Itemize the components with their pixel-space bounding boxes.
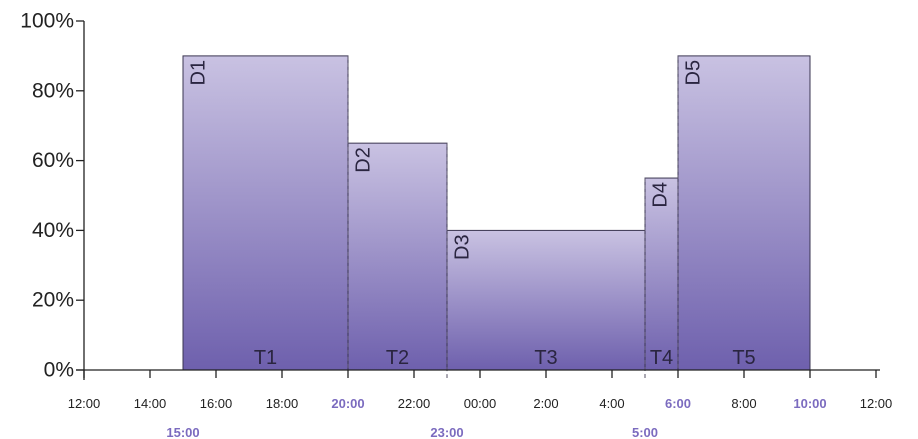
label-d1: D1 (188, 60, 210, 86)
y-tick-label-4: 80% (32, 79, 74, 102)
label-d4: D4 (650, 182, 672, 208)
x-tick-label-12: 12:00 (860, 396, 893, 411)
x-tick-label-9: 6:00 (665, 396, 691, 411)
y-tick-label-3: 60% (32, 149, 74, 172)
bar-d3 (446, 229, 646, 371)
bar-d5 (677, 55, 811, 371)
x-sub-labels-group: 15:00 23:00 5:00 (166, 425, 658, 439)
bar-d4 (644, 177, 679, 371)
bar-d1 (182, 55, 349, 371)
x-tick-label-1: 14:00 (134, 396, 167, 411)
label-t2: T2 (386, 347, 409, 369)
block-labels-group: D1 T1 D2 T2 D3 T3 D4 T4 D5 T5 (188, 60, 756, 369)
x-ticks-group: 12:00 14:00 16:00 18:00 20:00 22:00 00:00 2:00 4… (68, 370, 893, 411)
x-tick-label-4: 20:00 (331, 396, 364, 411)
x-sub-label-0: 15:00 (166, 425, 199, 439)
x-tick-label-10: 8:00 (731, 396, 756, 411)
label-d3: D3 (452, 234, 474, 260)
label-d2: D2 (353, 147, 375, 173)
x-tick-label-5: 22:00 (398, 396, 431, 411)
x-tick-label-0: 12:00 (68, 396, 101, 411)
y-tick-label-2: 40% (32, 219, 74, 242)
label-t1: T1 (254, 347, 277, 369)
y-tick-label-1: 20% (32, 289, 74, 312)
label-t3: T3 (534, 347, 557, 369)
x-tick-label-7: 2:00 (533, 396, 558, 411)
x-tick-label-11: 10:00 (793, 396, 826, 411)
label-t5: T5 (732, 347, 755, 369)
label-d5: D5 (683, 60, 705, 86)
x-tick-label-2: 16:00 (200, 396, 233, 411)
bars-group (182, 55, 811, 371)
x-tick-label-8: 4:00 (599, 396, 624, 411)
label-t4: T4 (650, 347, 673, 369)
y-tick-label-5: 100% (20, 10, 74, 33)
bar-d2 (347, 142, 448, 371)
x-sub-label-1: 23:00 (430, 425, 463, 439)
axes-group (76, 21, 880, 380)
x-sub-label-2: 5:00 (632, 425, 658, 439)
x-tick-label-6: 00:00 (464, 396, 497, 411)
y-tick-label-0: 0% (44, 359, 74, 382)
dividers-group (347, 55, 679, 378)
y-ticks-group: 0% 20% 40% 60% 80% 100% (20, 10, 84, 382)
x-tick-label-3: 18:00 (266, 396, 299, 411)
